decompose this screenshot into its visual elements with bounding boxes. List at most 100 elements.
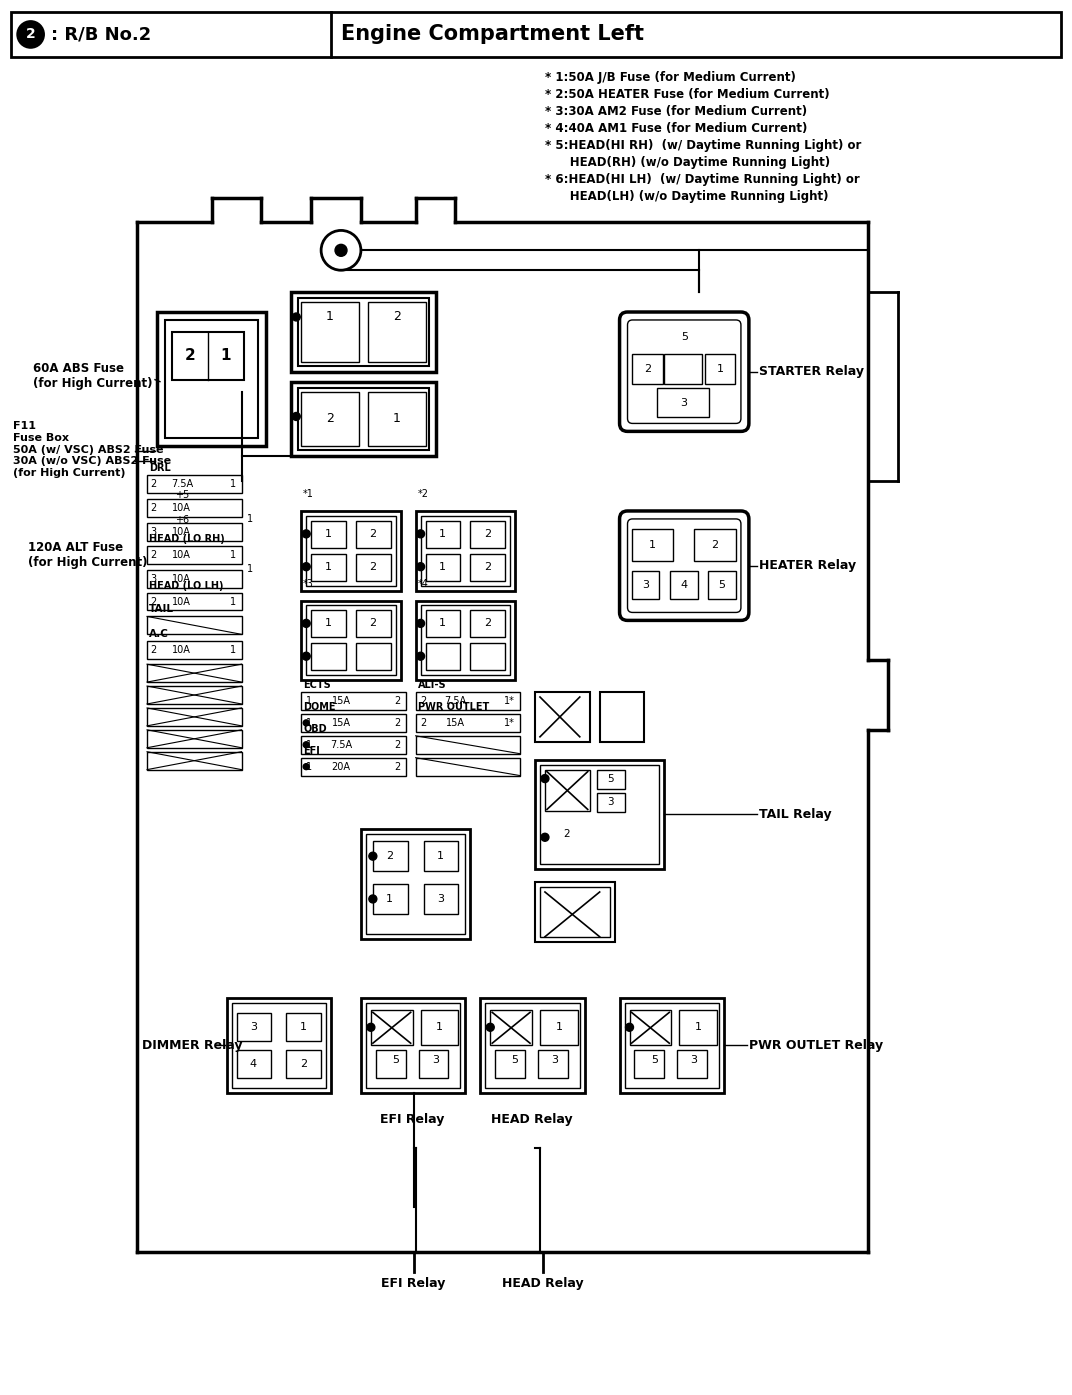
Circle shape: [487, 1024, 494, 1031]
Text: 5: 5: [651, 1055, 658, 1066]
Text: 2: 2: [184, 349, 195, 363]
Bar: [471, 554, 505, 580]
Text: 3: 3: [437, 894, 444, 904]
Text: 3: 3: [608, 798, 614, 808]
Bar: [301, 692, 405, 710]
Text: 1: 1: [325, 618, 331, 628]
Bar: [147, 752, 241, 770]
Bar: [376, 1050, 405, 1078]
Text: 1: 1: [436, 1023, 443, 1032]
Circle shape: [541, 774, 549, 783]
Bar: [418, 1050, 448, 1078]
Text: 1: 1: [440, 618, 446, 628]
Bar: [368, 392, 426, 446]
Text: DRL: DRL: [149, 463, 170, 473]
Text: * 6:HEAD(HI LH)  (w/ Daytime Running Light) or: * 6:HEAD(HI LH) (w/ Daytime Running Ligh…: [545, 173, 860, 186]
Text: 1: 1: [230, 550, 237, 559]
Text: 1: 1: [440, 529, 446, 538]
Bar: [420, 605, 510, 675]
Bar: [286, 1050, 322, 1078]
Bar: [597, 770, 625, 788]
Bar: [301, 392, 359, 446]
Text: *4: *4: [418, 579, 429, 589]
Text: * 3:30A AM2 Fuse (for Medium Current): * 3:30A AM2 Fuse (for Medium Current): [545, 105, 807, 119]
Text: 2: 2: [369, 562, 376, 572]
Bar: [361, 999, 465, 1092]
Circle shape: [417, 530, 425, 538]
Text: 1: 1: [440, 562, 446, 572]
Text: 2: 2: [26, 28, 35, 42]
Text: EFI Relay: EFI Relay: [381, 1113, 445, 1126]
Bar: [301, 303, 359, 361]
Text: 2: 2: [300, 1059, 307, 1069]
Text: 2: 2: [394, 739, 401, 749]
Text: 1: 1: [230, 597, 237, 607]
Bar: [237, 1013, 271, 1041]
Bar: [157, 312, 267, 446]
Circle shape: [302, 619, 310, 628]
Circle shape: [369, 896, 377, 903]
Text: 1: 1: [695, 1023, 702, 1032]
Bar: [490, 1010, 532, 1045]
Text: 10A: 10A: [173, 550, 191, 559]
Circle shape: [336, 244, 347, 257]
Text: 3: 3: [680, 398, 687, 407]
FancyBboxPatch shape: [627, 319, 741, 424]
Bar: [629, 1010, 671, 1045]
Text: PWR OUTLET: PWR OUTLET: [418, 702, 489, 711]
Bar: [665, 354, 702, 384]
Text: F11
Fuse Box
50A (w/ VSC) ABS2 Fuse
30A (w/o VSC) ABS2 Fuse
(for High Current): F11 Fuse Box 50A (w/ VSC) ABS2 Fuse 30A …: [13, 421, 170, 478]
Text: 1: 1: [437, 851, 444, 861]
Text: Engine Compartment Left: Engine Compartment Left: [341, 25, 644, 45]
Text: ECTS: ECTS: [303, 679, 331, 691]
Text: 4: 4: [681, 579, 688, 590]
Circle shape: [417, 562, 425, 571]
Bar: [232, 1003, 326, 1088]
Bar: [371, 1010, 413, 1045]
Bar: [307, 605, 396, 675]
Bar: [298, 299, 429, 365]
Text: HEAD Relay: HEAD Relay: [502, 1276, 584, 1290]
Bar: [420, 516, 510, 586]
Bar: [416, 600, 516, 681]
Text: 7.5A: 7.5A: [170, 478, 193, 490]
Bar: [540, 887, 610, 937]
Text: A.C: A.C: [149, 629, 169, 639]
Text: * 2:50A HEATER Fuse (for Medium Current): * 2:50A HEATER Fuse (for Medium Current): [545, 88, 830, 102]
Text: 5: 5: [681, 332, 688, 342]
Circle shape: [369, 852, 377, 861]
Bar: [292, 382, 435, 456]
Bar: [147, 476, 241, 492]
Text: EFI Relay: EFI Relay: [382, 1276, 446, 1290]
Text: *1: *1: [303, 490, 314, 499]
Bar: [366, 1003, 460, 1088]
Bar: [625, 1003, 719, 1088]
Bar: [147, 664, 241, 682]
Bar: [657, 388, 709, 417]
Text: OBD: OBD: [303, 724, 327, 734]
Bar: [311, 643, 346, 670]
Text: 3: 3: [250, 1023, 257, 1032]
Text: HEAD (LO LH): HEAD (LO LH): [149, 580, 224, 590]
Bar: [11, 11, 1061, 57]
Bar: [426, 554, 460, 580]
Circle shape: [293, 413, 300, 420]
Text: 10A: 10A: [173, 527, 191, 537]
Text: 5: 5: [392, 1055, 399, 1066]
Text: 2: 2: [712, 540, 718, 550]
Bar: [311, 520, 346, 548]
Text: 1: 1: [247, 513, 253, 525]
FancyBboxPatch shape: [627, 519, 741, 612]
Bar: [471, 643, 505, 670]
Text: 2: 2: [394, 762, 401, 771]
Text: 1: 1: [326, 311, 334, 324]
Bar: [599, 692, 644, 742]
Bar: [301, 600, 401, 681]
Bar: [705, 354, 735, 384]
Text: 3: 3: [150, 527, 157, 537]
Bar: [416, 511, 516, 590]
Bar: [471, 520, 505, 548]
Circle shape: [303, 742, 309, 748]
Bar: [416, 757, 520, 776]
Bar: [311, 554, 346, 580]
